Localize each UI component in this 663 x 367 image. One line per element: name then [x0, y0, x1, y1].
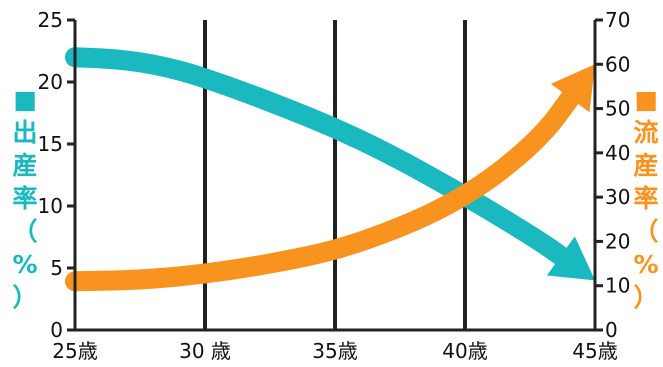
y-left-title-char: ） [12, 283, 37, 312]
series-layer [65, 47, 595, 292]
y-left-title-char: 率 [12, 184, 37, 213]
x-tick-label: 30 歳 [179, 339, 231, 363]
y-right-tick-label: 50 [605, 97, 630, 121]
series-line-1 [65, 47, 575, 269]
y-right-tick-label: 60 [605, 52, 630, 76]
tick-labels: 0 5 10 15 20 25 0 10 20 30 40 50 60 70 25歳 30 歳 35歳 40歳 45… [12, 8, 658, 363]
y-right-tick-label: 40 [605, 141, 630, 165]
x-tick-label: 25歳 [52, 339, 97, 363]
y-right-tick-label: 10 [605, 274, 630, 298]
series-arrowhead-2 [550, 64, 595, 113]
y-left-title-char: 産 [12, 151, 37, 180]
y-left-tick-label: 0 [50, 318, 63, 342]
series-arrowhead-1 [546, 236, 595, 281]
y-right-title-char: （ [633, 217, 658, 246]
x-tick-label: 45歳 [572, 339, 617, 363]
y-right-title-char: 流 [633, 118, 658, 147]
y-right-tick-label: 20 [605, 229, 630, 253]
y-right-title-char: % [633, 250, 658, 279]
y-right-title-char: ） [633, 283, 658, 312]
y-right-tick-label: 70 [605, 8, 630, 32]
y-right-tick-label: 0 [605, 318, 618, 342]
x-tick-label: 40歳 [442, 339, 487, 363]
series-line-2 [65, 84, 583, 292]
y-right-title-char: ■ [634, 85, 658, 114]
y-left-tick-label: 5 [50, 256, 63, 280]
y-left-title-char: （ [12, 217, 37, 246]
y-left-title-char: % [12, 250, 37, 279]
y-right-tick-label: 30 [605, 185, 630, 209]
y-left-title-char: ■ [13, 85, 37, 114]
y-left-tick-label: 15 [38, 132, 63, 156]
y-right-title-char: 率 [633, 184, 658, 213]
y-right-title-char: 産 [633, 151, 658, 180]
y-left-tick-label: 20 [38, 70, 63, 94]
y-left-tick-label: 10 [38, 194, 63, 218]
axes [67, 18, 603, 332]
y-left-title-char: 出 [12, 118, 37, 147]
x-tick-label: 35歳 [312, 339, 357, 363]
y-left-tick-label: 25 [38, 8, 63, 32]
